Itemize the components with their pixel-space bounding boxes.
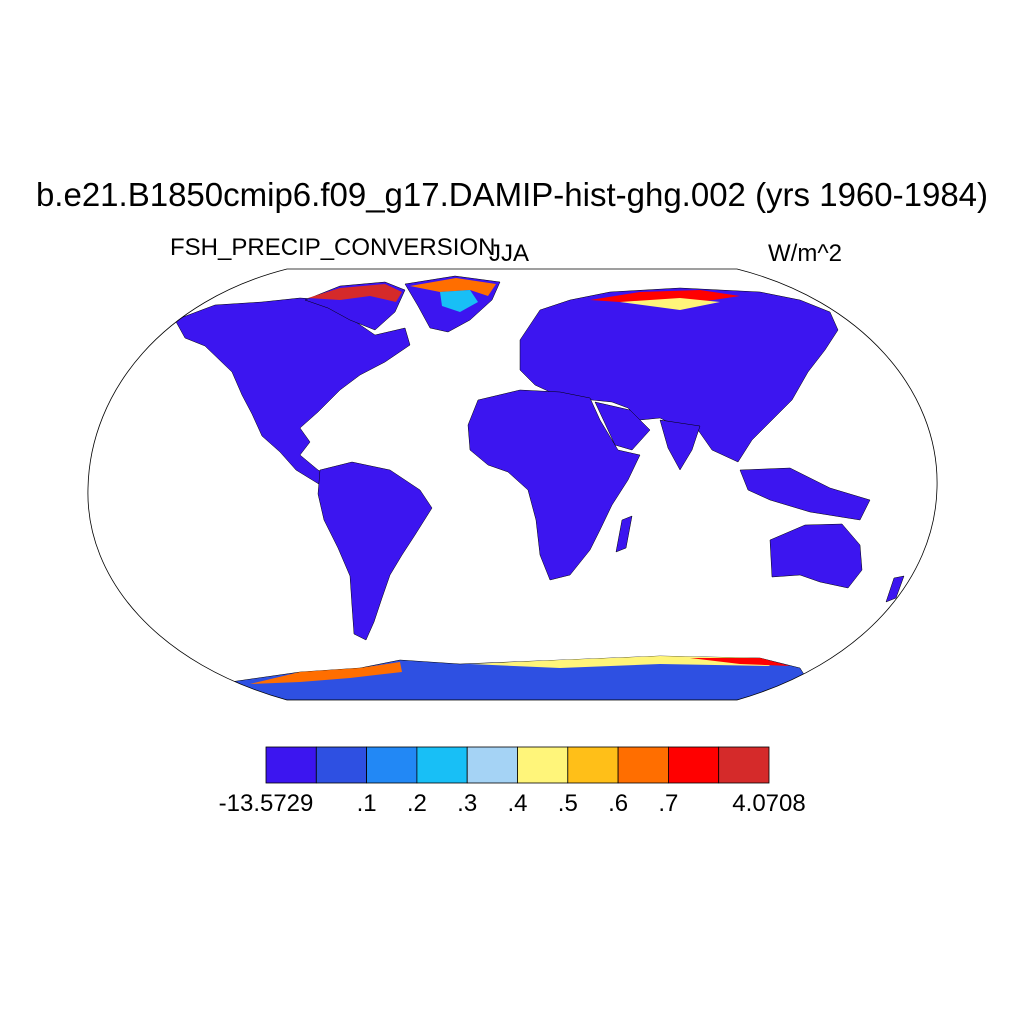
colorbar-tick-label: .2 — [406, 790, 427, 817]
colorbar-tick-label: -13.5729 — [218, 790, 314, 817]
colorbar-tick-label: .5 — [557, 790, 578, 817]
globe-outline — [87, 268, 938, 701]
australia — [769, 523, 863, 589]
units-label: W/m^2 — [768, 240, 842, 267]
colorbar-tick-label: .7 — [658, 790, 679, 817]
colorbar-box — [366, 746, 418, 784]
se-asia-islands — [739, 467, 871, 521]
plot-title: b.e21.B1850cmip6.f09_g17.DAMIP-hist-ghg.… — [35, 176, 989, 213]
india — [659, 419, 701, 471]
colorbar — [265, 746, 770, 784]
colorbar-box — [668, 746, 720, 784]
colorbar-box — [718, 746, 770, 784]
madagascar — [615, 515, 633, 553]
colorbar-tick-label: .6 — [608, 790, 629, 817]
colorbar-box — [466, 746, 518, 784]
new-zealand — [885, 575, 905, 603]
variable-label: FSH_PRECIP_CONVERSION — [170, 234, 496, 261]
colorbar-tick-label: .3 — [457, 790, 478, 817]
season-label: JJA — [489, 240, 530, 267]
africa — [467, 389, 641, 581]
land-layer — [174, 275, 905, 700]
colorbar-box — [617, 746, 669, 784]
high-value-accents — [250, 278, 790, 684]
colorbar-tick-label: .4 — [507, 790, 528, 817]
colorbar-box — [567, 746, 619, 784]
arabia — [594, 401, 651, 451]
colorbar-box — [416, 746, 468, 784]
colorbar-box — [265, 746, 317, 784]
colorbar-box — [517, 746, 569, 784]
colorbar-box — [315, 746, 367, 784]
south-america — [317, 461, 433, 641]
colorbar-tick-label: .1 — [356, 790, 377, 817]
colorbar-tick-label: 4.0708 — [732, 790, 806, 817]
